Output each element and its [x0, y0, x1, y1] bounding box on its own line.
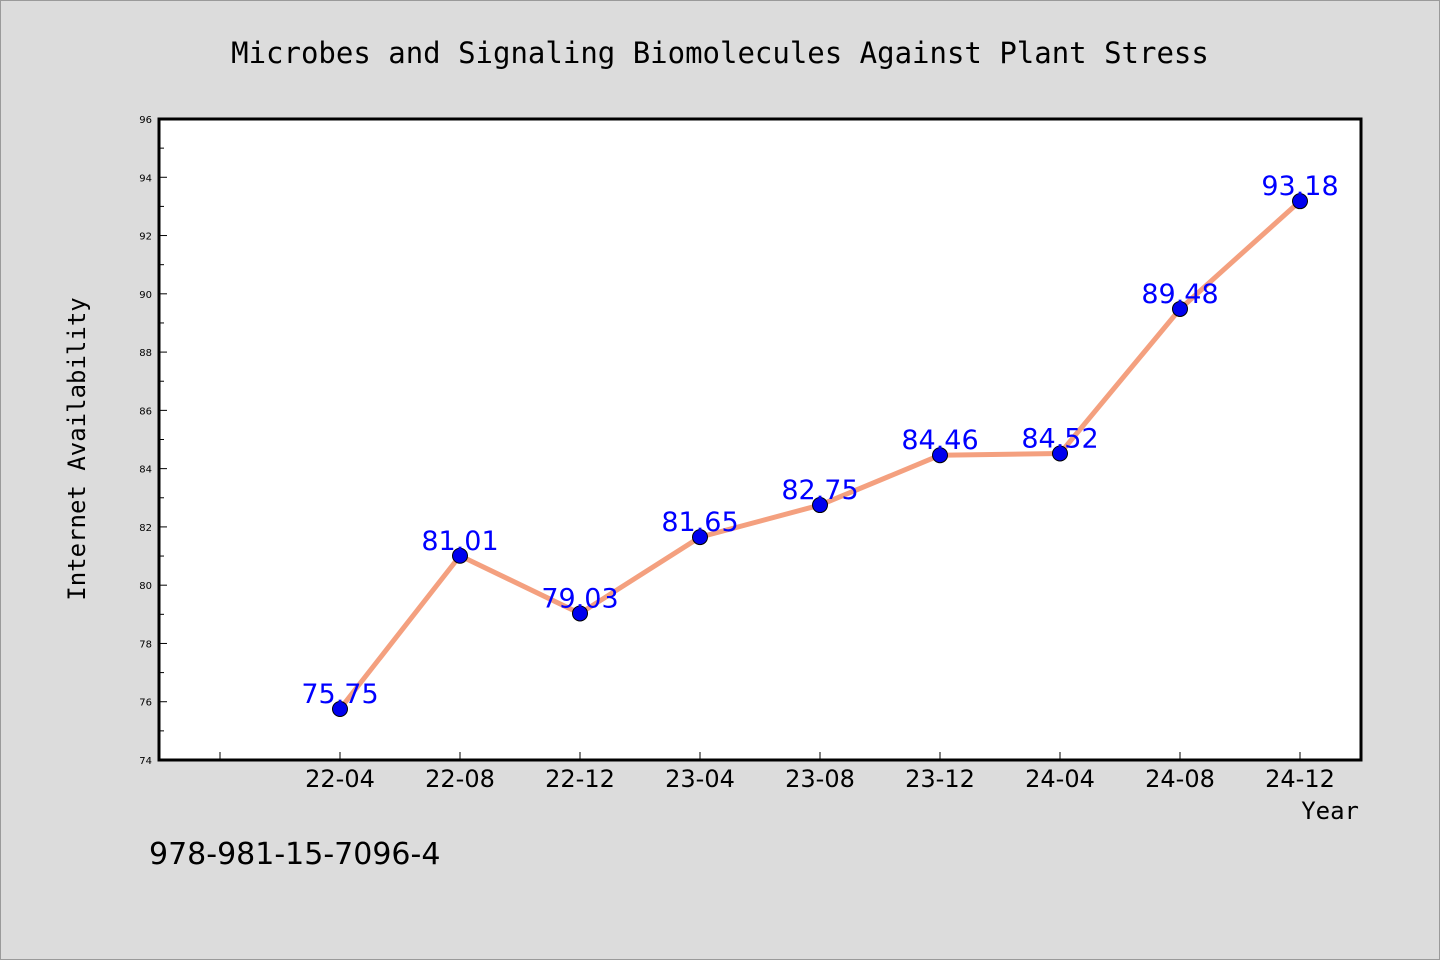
data-label: 81.65	[661, 507, 738, 538]
data-label: 81.01	[421, 526, 498, 557]
data-point	[1292, 193, 1308, 210]
data-point	[452, 547, 468, 564]
y-tick-label: 76	[139, 698, 152, 709]
y-tick-label: 88	[139, 348, 152, 359]
data-label: 75.75	[301, 679, 378, 710]
data-point	[332, 701, 348, 718]
y-tick-label: 80	[139, 581, 152, 592]
plot-area	[157, 117, 1363, 762]
y-tick-label: 86	[139, 406, 152, 417]
data-point	[932, 447, 948, 464]
x-tick-label: 22-04	[305, 765, 375, 793]
data-point	[812, 497, 828, 514]
x-tick-label: 24-12	[1265, 765, 1335, 793]
marker-layer	[332, 193, 1308, 718]
x-axis-label: Year	[1301, 797, 1359, 825]
data-label: 79.03	[541, 583, 618, 614]
y-tick-label: 92	[139, 232, 152, 243]
y-tick-label: 78	[139, 639, 152, 650]
data-label: 84.52	[1021, 423, 1098, 454]
x-tick-label: 24-08	[1145, 765, 1215, 793]
data-label: 89.48	[1141, 279, 1218, 310]
y-tick-label: 90	[139, 290, 152, 301]
x-tick-label: 22-12	[545, 765, 615, 793]
x-tick-label: 22-08	[425, 765, 495, 793]
y-tick-label: 96	[139, 115, 152, 126]
y-axis-label: Internet Availability	[63, 297, 91, 600]
data-point	[692, 529, 708, 546]
y-axis: 74 76 78 80 82 84 86 88 90 92 94 96	[139, 115, 167, 767]
x-axis: 22-04 22-08 22-12 23-04 23-08 23-12 24-04 24-08…	[219, 752, 1335, 793]
chart-title: Microbes and Signaling Biomolecules Agai…	[231, 36, 1209, 70]
x-tick-label: 24-04	[1025, 765, 1095, 793]
x-tick-label: 23-04	[665, 765, 735, 793]
data-point	[1052, 445, 1068, 462]
data-point	[572, 605, 588, 622]
data-label: 82.75	[781, 475, 858, 506]
data-point	[1172, 300, 1188, 317]
y-tick-label: 94	[139, 173, 152, 184]
data-label: 93.18	[1261, 171, 1338, 202]
footer-text: 978-981-15-7096-4	[149, 837, 440, 872]
data-label: 84.46	[901, 425, 978, 456]
data-label-layer: 75.75 81.01 79.03 81.65 82.75 84.46 84.52 89.48…	[301, 171, 1338, 710]
y-tick-label: 74	[139, 756, 152, 767]
x-tick-label: 23-08	[785, 765, 855, 793]
x-tick-label: 23-12	[905, 765, 975, 793]
y-tick-label: 82	[139, 523, 152, 534]
y-tick-label: 84	[139, 465, 152, 476]
